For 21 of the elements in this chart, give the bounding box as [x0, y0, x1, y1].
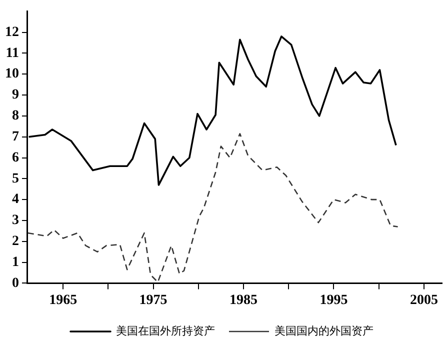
y-tick-label: 5	[12, 171, 19, 186]
y-tick-label: 12	[5, 24, 19, 40]
y-tick-label: 8	[12, 108, 19, 124]
y-tick-label: 6	[12, 150, 19, 166]
y-tick-label: 3	[12, 213, 19, 228]
y-tick-label: 10	[5, 66, 19, 82]
y-tick-label: 0	[12, 276, 19, 291]
y-tick-label: 1	[12, 254, 19, 270]
line-series	[27, 133, 398, 283]
y-tick-label: 11	[6, 46, 19, 61]
y-tick-label: 4	[12, 192, 19, 208]
y-tick-label: 2	[12, 234, 19, 249]
legend-label: 美国在国外所持资产	[116, 324, 215, 338]
x-tick-label: 1995	[320, 293, 348, 308]
y-tick-label: 7	[12, 129, 19, 144]
y-tick-label: 9	[12, 88, 19, 103]
legend-label: 美国国内的外国资产	[274, 324, 374, 338]
x-tick-label: 1965	[49, 293, 78, 308]
x-tick-label: 2005	[410, 293, 438, 308]
x-tick-label: 1985	[230, 293, 258, 308]
x-tick-label: 1975	[139, 293, 168, 308]
